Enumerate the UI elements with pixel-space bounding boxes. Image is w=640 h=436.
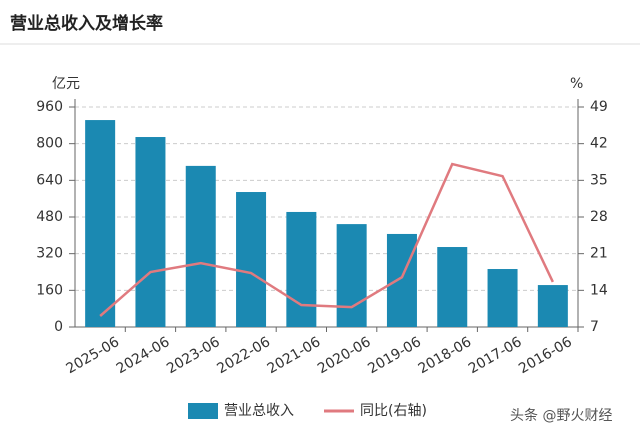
bar [386, 233, 417, 327]
bar [537, 285, 568, 327]
y2-tick-label: 21 [590, 246, 608, 262]
y-tick-label: 800 [36, 136, 63, 152]
watermark: 头条 @野火财经 [510, 407, 612, 424]
y-tick-label: 320 [36, 246, 63, 262]
y-tick-label: 640 [36, 172, 63, 188]
legend-label: 同比(右轴) [360, 403, 427, 419]
y2-tick-label: 42 [590, 136, 608, 152]
y-axis-unit: 亿元 [52, 76, 80, 92]
bar [85, 120, 116, 327]
chart-title: 营业总收入及增长率 [10, 13, 163, 34]
y2-tick-label: 49 [590, 99, 608, 115]
y-tick-label: 160 [36, 282, 63, 298]
bar [236, 192, 267, 327]
y-tick-label: 960 [36, 99, 63, 115]
legend-label: 营业总收入 [224, 403, 294, 419]
bar [135, 137, 166, 327]
y2-tick-label: 7 [590, 319, 599, 335]
y-tick-label: 480 [36, 209, 63, 225]
y2-tick-label: 35 [590, 172, 608, 188]
y-tick-label: 0 [54, 319, 63, 335]
y2-axis-unit: % [570, 76, 583, 92]
bar [185, 165, 216, 327]
legend-swatch [188, 403, 218, 419]
y2-tick-label: 28 [590, 209, 608, 225]
line [99, 162, 554, 317]
bar [437, 247, 468, 327]
bar [336, 224, 367, 327]
bar [286, 211, 317, 327]
bar [487, 269, 518, 327]
y2-tick-label: 14 [590, 282, 608, 298]
